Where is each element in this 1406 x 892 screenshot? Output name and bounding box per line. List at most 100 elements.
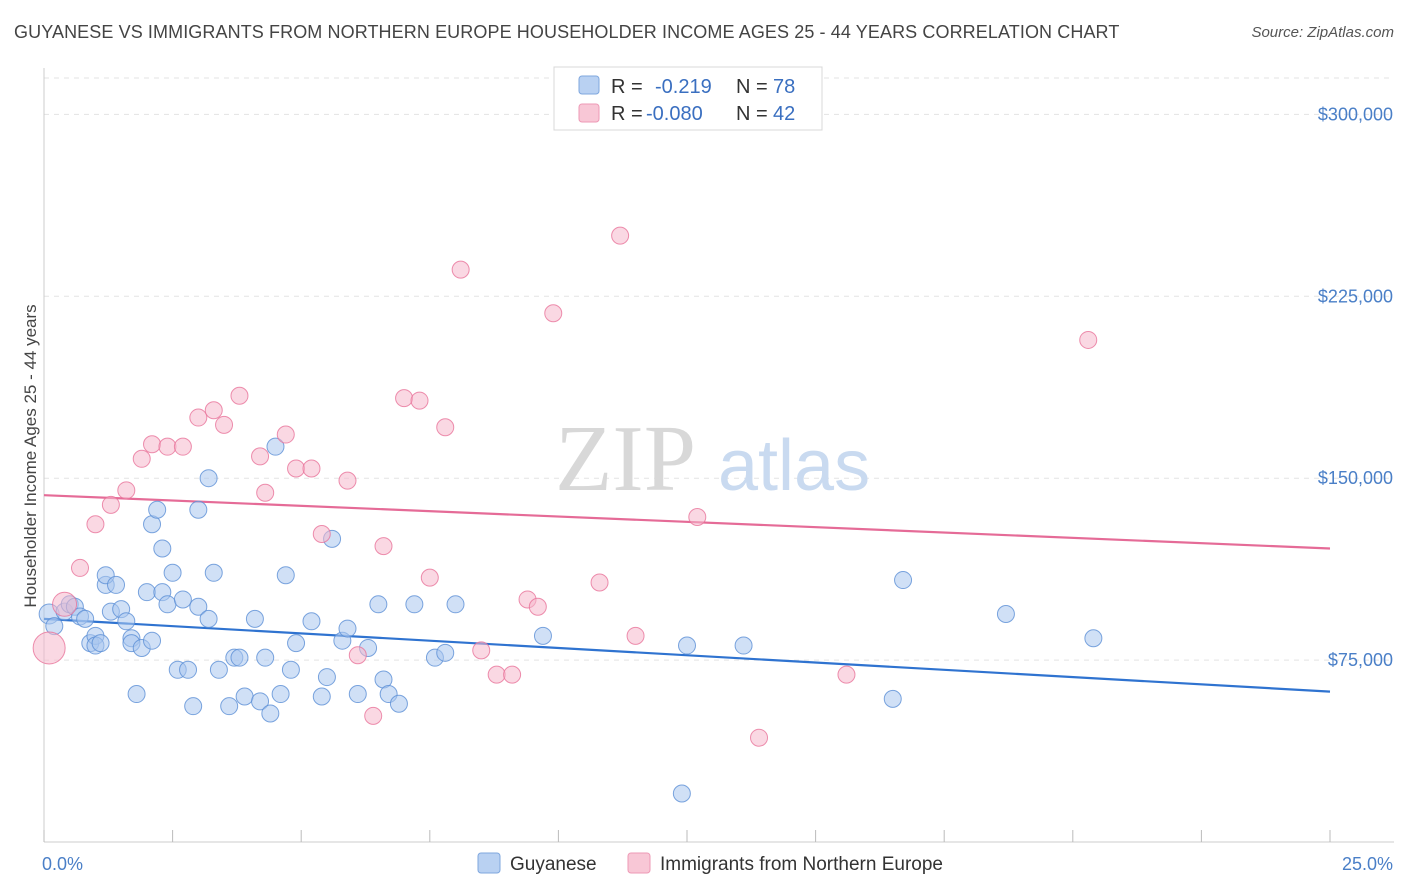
series-legend-swatch-guyanese xyxy=(477,852,501,874)
guyanese-point xyxy=(220,697,239,716)
northern-europe-point xyxy=(837,665,856,684)
northern-europe-point xyxy=(410,391,429,410)
legend-r-label-2: R = xyxy=(611,103,643,125)
guyanese-point xyxy=(256,648,275,667)
guyanese-point xyxy=(678,636,696,655)
guyanese-point xyxy=(148,500,167,519)
legend-swatch-guyanese xyxy=(578,75,600,95)
source-label: Source: ZipAtlas.com xyxy=(1251,24,1394,41)
series-legend-label-guyanese: Guyanese xyxy=(510,854,597,875)
northern-europe-point xyxy=(420,568,439,587)
northern-europe-point xyxy=(251,447,270,466)
guyanese-point xyxy=(261,704,280,723)
chart-title: GUYANESE VS IMMIGRANTS FROM NORTHERN EUR… xyxy=(14,22,1120,42)
guyanese-point xyxy=(189,597,208,616)
northern-europe-point xyxy=(590,573,609,592)
guyanese-point xyxy=(173,590,192,609)
guyanese-point xyxy=(533,626,552,645)
legend-r-value-1: -0.219 xyxy=(655,76,712,98)
guyanese-point xyxy=(107,575,126,594)
northern-europe-point xyxy=(52,591,78,617)
stats-legend: R = -0.219 N = 78 R = -0.080 N = 42 xyxy=(553,66,823,131)
guyanese-point xyxy=(230,648,249,667)
northern-europe-point xyxy=(143,435,162,454)
guyanese-point xyxy=(127,685,146,704)
guyanese-point xyxy=(446,595,465,614)
northern-europe-point xyxy=(204,401,223,420)
series-legend-label-northern-europe: Immigrants from Northern Europe xyxy=(660,854,943,875)
guyanese-point xyxy=(158,595,177,614)
northern-europe-trend-line xyxy=(43,494,1331,550)
northern-europe-point xyxy=(189,408,208,427)
legend-n-label-1: N = xyxy=(736,76,768,98)
northern-europe-point xyxy=(503,665,522,684)
legend-n-value-2: 42 xyxy=(773,103,795,125)
guyanese-point xyxy=(266,437,285,456)
northern-europe-point xyxy=(1079,330,1098,349)
guyanese-trend-line xyxy=(43,617,1331,693)
northern-europe-point xyxy=(626,626,645,645)
y-tick-labels: $75,000 $150,000 $225,000 $300,000 xyxy=(1318,104,1393,670)
northern-europe-point xyxy=(312,524,331,543)
guyanese-point xyxy=(209,660,228,679)
northern-europe-point xyxy=(302,459,321,478)
northern-europe-point xyxy=(364,706,383,725)
legend-n-value-1: 78 xyxy=(773,76,795,98)
guyanese-point xyxy=(189,500,208,519)
legend-swatch-northern-europe xyxy=(578,103,600,123)
guyanese-point xyxy=(271,685,290,704)
guyanese-point xyxy=(672,784,691,803)
guyanese-point xyxy=(348,685,367,704)
guyanese-point xyxy=(245,609,264,628)
northern-europe-point xyxy=(132,449,151,468)
watermark: ZIP atlas xyxy=(555,407,870,511)
y-tick-label: $150,000 xyxy=(1318,468,1393,488)
northern-europe-point xyxy=(750,728,769,747)
northern-europe-point xyxy=(611,226,630,245)
northern-europe-point xyxy=(256,483,275,502)
northern-europe-point xyxy=(472,641,491,660)
guyanese-point xyxy=(405,595,424,614)
guyanese-point xyxy=(287,634,306,653)
series-legend: Guyanese Immigrants from Northern Europe xyxy=(477,852,943,875)
northern-europe-point xyxy=(173,437,192,456)
guyanese-point xyxy=(317,668,336,687)
y-tick-label: $300,000 xyxy=(1318,104,1393,124)
y-tick-label: $225,000 xyxy=(1318,286,1393,306)
guyanese-point xyxy=(996,605,1015,624)
northern-europe-point xyxy=(71,558,90,577)
y-axis-label: Householder Income Ages 25 - 44 years xyxy=(21,304,40,607)
legend-r-value-2: -0.080 xyxy=(646,103,703,125)
guyanese-point xyxy=(883,689,902,708)
northern-europe-point xyxy=(230,386,249,405)
northern-europe-point xyxy=(544,304,563,323)
northern-europe-point xyxy=(395,389,414,408)
guyanese-point xyxy=(389,694,408,713)
northern-europe-point xyxy=(338,471,357,490)
northern-europe-point xyxy=(32,631,66,665)
x-tick-label-max: 25.0% xyxy=(1342,854,1393,874)
northern-europe-point xyxy=(276,425,295,444)
northern-europe-point xyxy=(528,597,547,616)
guyanese-point xyxy=(184,697,203,716)
guyanese-point xyxy=(276,566,295,585)
northern-europe-point xyxy=(117,481,136,500)
guyanese-point xyxy=(117,612,136,631)
x-tick-label-min: 0.0% xyxy=(42,854,83,874)
series-legend-swatch-northern-europe xyxy=(627,852,651,874)
guyanese-point xyxy=(281,660,300,679)
northern-europe-point xyxy=(101,495,120,514)
northern-europe-point xyxy=(487,665,506,684)
northern-europe-point xyxy=(451,260,470,279)
northern-europe-point xyxy=(86,515,105,534)
grid-lines xyxy=(44,77,1394,661)
watermark-atlas: atlas xyxy=(718,426,870,506)
guyanese-point xyxy=(137,583,156,602)
northern-europe-point xyxy=(287,459,306,478)
guyanese-point xyxy=(153,539,172,558)
trend-lines xyxy=(43,494,1331,693)
y-tick-label: $75,000 xyxy=(1328,650,1393,670)
guyanese-point xyxy=(436,643,455,662)
legend-r-label-1: R = xyxy=(611,76,643,98)
